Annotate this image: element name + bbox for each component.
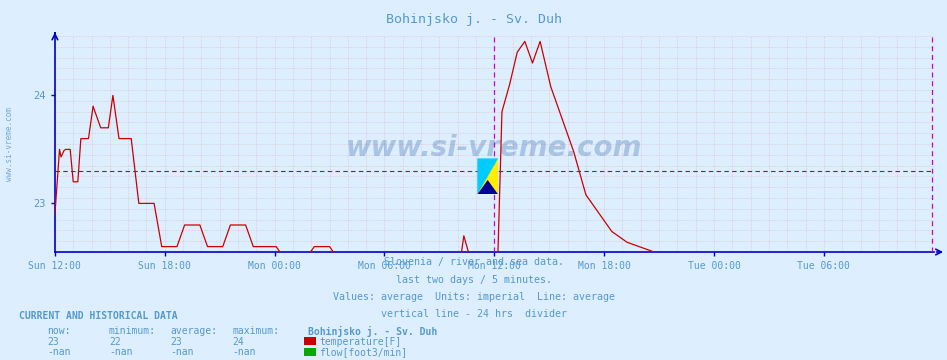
Polygon shape xyxy=(477,158,498,194)
Text: www.si-vreme.com: www.si-vreme.com xyxy=(346,134,643,162)
Text: 22: 22 xyxy=(109,337,120,347)
Text: -nan: -nan xyxy=(232,347,256,357)
Text: www.si-vreme.com: www.si-vreme.com xyxy=(5,107,14,181)
Text: -nan: -nan xyxy=(109,347,133,357)
Text: 23: 23 xyxy=(47,337,59,347)
Polygon shape xyxy=(477,158,498,194)
Text: 23: 23 xyxy=(170,337,182,347)
Text: last two days / 5 minutes.: last two days / 5 minutes. xyxy=(396,275,551,285)
Text: Bohinjsko j. - Sv. Duh: Bohinjsko j. - Sv. Duh xyxy=(385,13,562,26)
Text: temperature[F]: temperature[F] xyxy=(319,337,402,347)
Text: Slovenia / river and sea data.: Slovenia / river and sea data. xyxy=(384,257,563,267)
Text: maximum:: maximum: xyxy=(232,326,279,336)
Text: CURRENT AND HISTORICAL DATA: CURRENT AND HISTORICAL DATA xyxy=(19,311,178,321)
Text: minimum:: minimum: xyxy=(109,326,156,336)
Polygon shape xyxy=(477,180,498,194)
Text: vertical line - 24 hrs  divider: vertical line - 24 hrs divider xyxy=(381,309,566,319)
Text: -nan: -nan xyxy=(47,347,71,357)
Text: flow[foot3/min]: flow[foot3/min] xyxy=(319,347,407,357)
Text: now:: now: xyxy=(47,326,71,336)
Text: Values: average  Units: imperial  Line: average: Values: average Units: imperial Line: av… xyxy=(332,292,615,302)
Text: -nan: -nan xyxy=(170,347,194,357)
Text: Bohinjsko j. - Sv. Duh: Bohinjsko j. - Sv. Duh xyxy=(308,326,437,337)
Text: 24: 24 xyxy=(232,337,243,347)
Text: average:: average: xyxy=(170,326,218,336)
